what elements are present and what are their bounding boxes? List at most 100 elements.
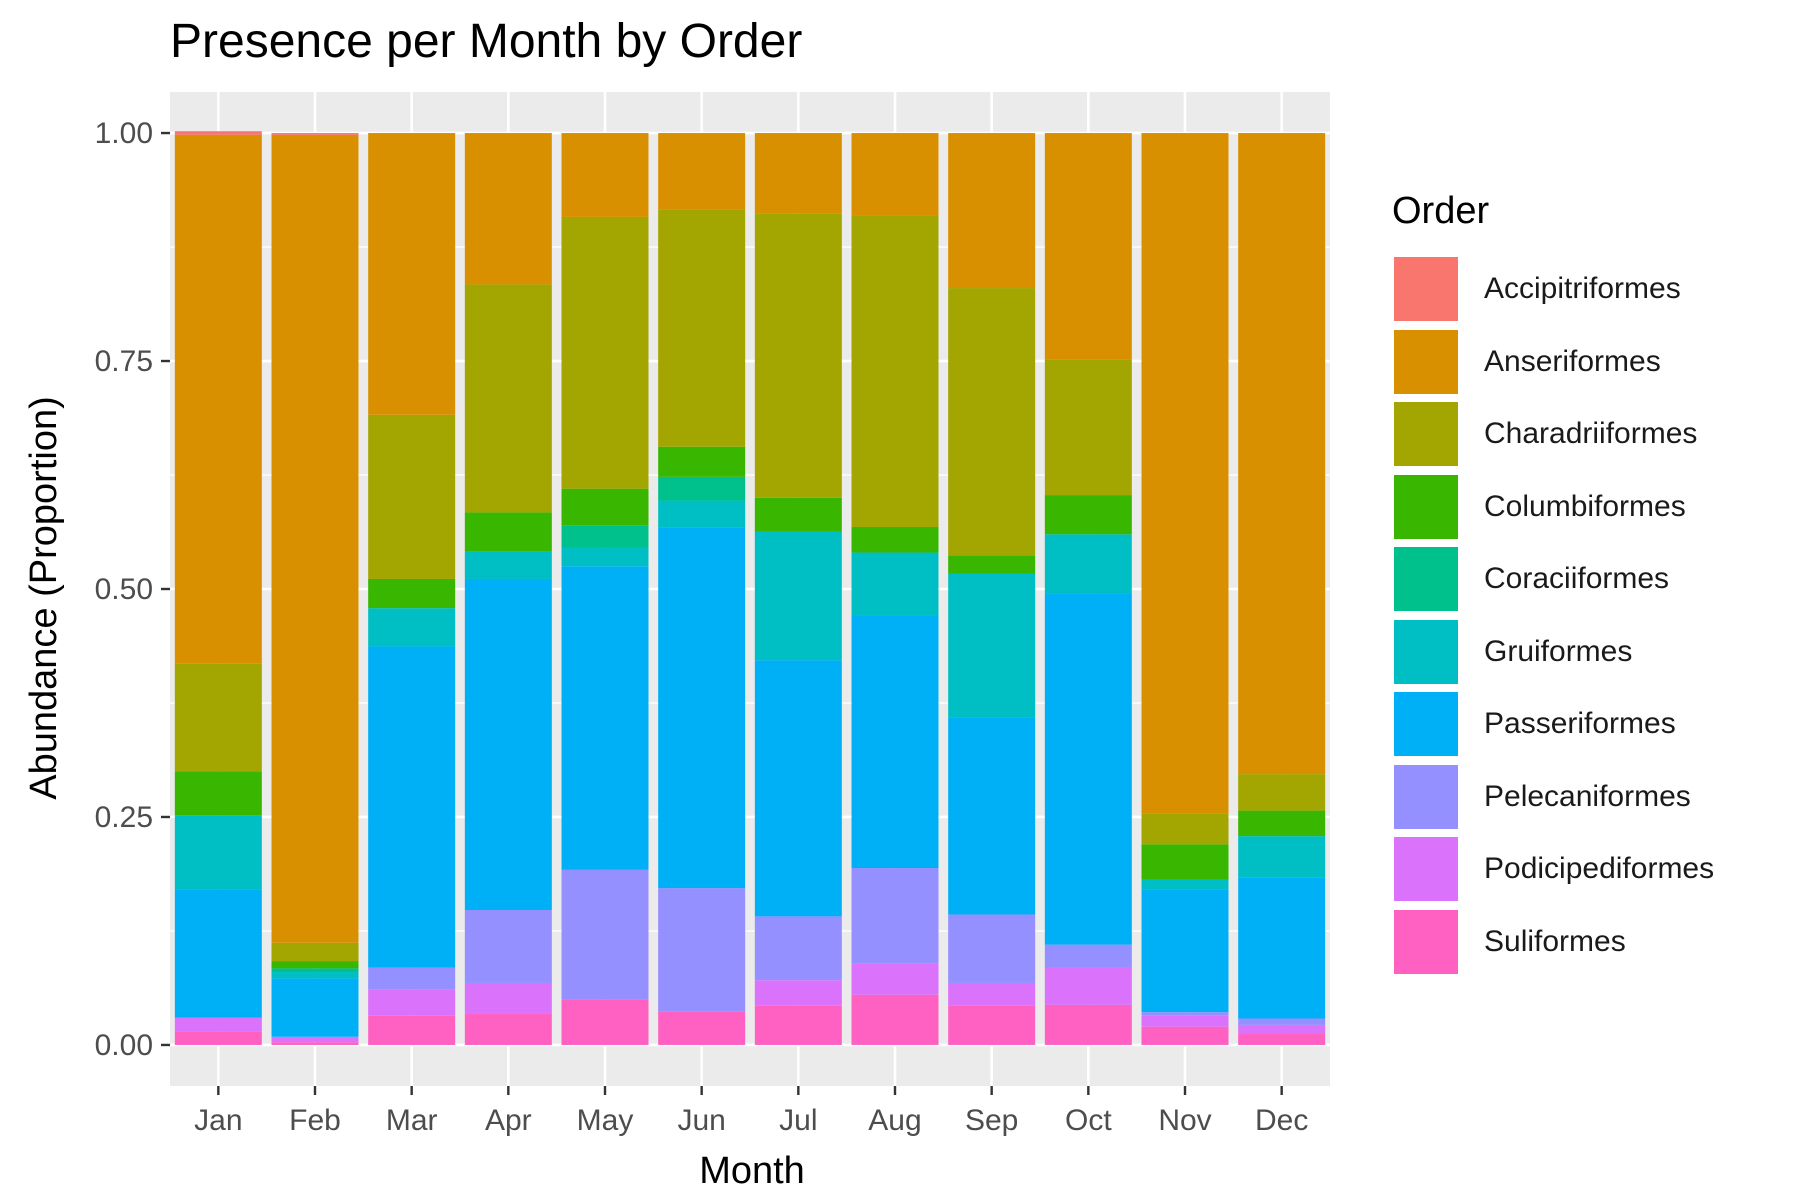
bar-segment-podicipediformes-aug [851, 963, 939, 995]
legend-item: Suliformes [1392, 906, 1714, 979]
y-tick-label: 0.25 [95, 801, 153, 834]
bar-segment-gruiformes-aug [851, 552, 939, 616]
bar-segment-pelecaniformes-aug [851, 868, 939, 964]
y-tick-label: 0.00 [95, 1029, 153, 1062]
legend-key [1392, 907, 1460, 976]
bar-segment-passeriformes-jun [658, 527, 746, 889]
bar-segment-anseriformes-nov [1141, 133, 1229, 814]
legend-key [1392, 472, 1460, 541]
bar-segment-anseriformes-oct [1044, 133, 1132, 360]
legend-label: Passeriformes [1484, 707, 1676, 741]
legend-label: Podicipediformes [1484, 852, 1715, 886]
bar-segment-pelecaniformes-nov [1141, 1012, 1229, 1016]
bar-segment-columbiformes-oct [1044, 495, 1132, 535]
x-axis-title: Month [699, 1150, 805, 1192]
bar-segment-passeriformes-apr [464, 578, 552, 910]
x-tick-label: Mar [386, 1104, 438, 1137]
legend-item: Anseriformes [1392, 326, 1714, 399]
bar-segment-anseriformes-mar [368, 133, 456, 415]
bar-segment-accipitriformes-feb [271, 133, 359, 135]
legend-item: Charadriiformes [1392, 398, 1714, 471]
x-tick-label: Oct [1065, 1104, 1112, 1137]
legend: Order Accipitriformes Anseriformes Charadr… [1392, 190, 1714, 978]
bar-segment-gruiformes-mar [368, 608, 456, 647]
bar-segment-gruiformes-dec [1238, 836, 1326, 878]
x-tick-label: Jan [194, 1104, 242, 1137]
bar-segment-passeriformes-mar [368, 646, 456, 968]
bar-segment-suliformes-jan [174, 1031, 262, 1045]
bar-segment-columbiformes-dec [1238, 810, 1326, 837]
legend-items: Accipitriformes Anseriformes Charadriiform… [1392, 253, 1714, 978]
bar-segment-gruiformes-may [561, 547, 649, 567]
bar-segment-anseriformes-jul [754, 133, 842, 214]
bar-segment-podicipediformes-jul [754, 980, 842, 1006]
bar-segment-pelecaniformes-sep [948, 914, 1036, 983]
x-tick-label: May [577, 1104, 634, 1137]
bar-segment-pelecaniformes-jun [658, 888, 746, 1012]
bar-segment-suliformes-sep [948, 1005, 1036, 1045]
bar-segment-podicipediformes-jan [174, 1017, 262, 1032]
bar-segment-passeriformes-sep [948, 717, 1036, 915]
bar-segment-suliformes-dec [1238, 1034, 1326, 1045]
bar-segment-coraciiformes-may [561, 525, 649, 548]
bar-segment-anseriformes-sep [948, 133, 1036, 289]
bar-segment-gruiformes-nov [1141, 879, 1229, 890]
legend-key [1392, 690, 1460, 759]
bar-segment-passeriformes-jan [174, 889, 262, 1018]
bar-segment-passeriformes-oct [1044, 593, 1132, 945]
bar-segment-suliformes-apr [464, 1013, 552, 1045]
legend-label: Accipitriformes [1484, 272, 1681, 306]
bar-segment-charadriiformes-nov [1141, 813, 1229, 845]
bar-segment-suliformes-jul [754, 1005, 842, 1045]
legend-item: Pelecaniformes [1392, 761, 1714, 834]
bar-segment-passeriformes-may [561, 566, 649, 870]
legend-label: Coraciiformes [1484, 562, 1670, 596]
legend-item: Podicipediformes [1392, 833, 1714, 906]
y-tick-label: 0.75 [95, 345, 153, 378]
bar-segment-podicipediformes-oct [1044, 967, 1132, 1005]
bar-segment-charadriiformes-sep [948, 288, 1036, 556]
bar-segment-columbiformes-may [561, 488, 649, 526]
bar-segment-charadriiformes-feb [271, 942, 359, 962]
bar-segment-columbiformes-aug [851, 526, 939, 553]
x-tick-label: Dec [1255, 1104, 1308, 1137]
bar-segment-columbiformes-nov [1141, 844, 1229, 880]
bar-segment-podicipediformes-feb [271, 1036, 359, 1043]
bar-segment-anseriformes-feb [271, 134, 359, 943]
bar-segment-columbiformes-feb [271, 961, 359, 969]
bar-segment-charadriiformes-dec [1238, 774, 1326, 811]
bar-segment-gruiformes-oct [1044, 534, 1132, 594]
bar-segment-columbiformes-jun [658, 446, 746, 477]
x-tick-label: Nov [1158, 1104, 1211, 1137]
x-tick-label: Aug [868, 1104, 921, 1137]
bar-segment-charadriiformes-mar [368, 414, 456, 579]
legend-item: Columbiformes [1392, 471, 1714, 544]
legend-label: Gruiformes [1484, 634, 1633, 668]
legend-item: Accipitriformes [1392, 253, 1714, 326]
bar-segment-coraciiformes-jun [658, 476, 746, 501]
bar-segment-charadriiformes-jul [754, 213, 842, 498]
x-tick-label: Feb [289, 1104, 341, 1137]
bar-segment-columbiformes-mar [368, 578, 456, 609]
legend-label: Suliformes [1484, 924, 1626, 958]
bar-segment-gruiformes-jun [658, 500, 746, 528]
bar-segment-podicipediformes-apr [464, 982, 552, 1014]
x-tick-label: Jul [779, 1104, 817, 1137]
bar-segment-anseriformes-aug [851, 133, 939, 216]
bar-segment-gruiformes-feb [271, 972, 359, 979]
bar-segment-pelecaniformes-dec [1238, 1018, 1326, 1025]
bar-segment-passeriformes-nov [1141, 889, 1229, 1013]
bar-segment-charadriiformes-jun [658, 209, 746, 447]
legend-label: Columbiformes [1484, 489, 1686, 523]
bar-segment-suliformes-jun [658, 1011, 746, 1045]
legend-key [1392, 327, 1460, 396]
x-tick-label: Apr [485, 1104, 532, 1137]
bar-segment-passeriformes-aug [851, 615, 939, 869]
bar-segment-podicipediformes-sep [948, 982, 1036, 1006]
legend-label: Charadriiformes [1484, 417, 1698, 451]
bar-segment-coraciiformes-feb [271, 968, 359, 973]
bar-segment-suliformes-oct [1044, 1004, 1132, 1045]
legend-key [1392, 762, 1460, 831]
bar-segment-podicipediformes-dec [1238, 1024, 1326, 1035]
